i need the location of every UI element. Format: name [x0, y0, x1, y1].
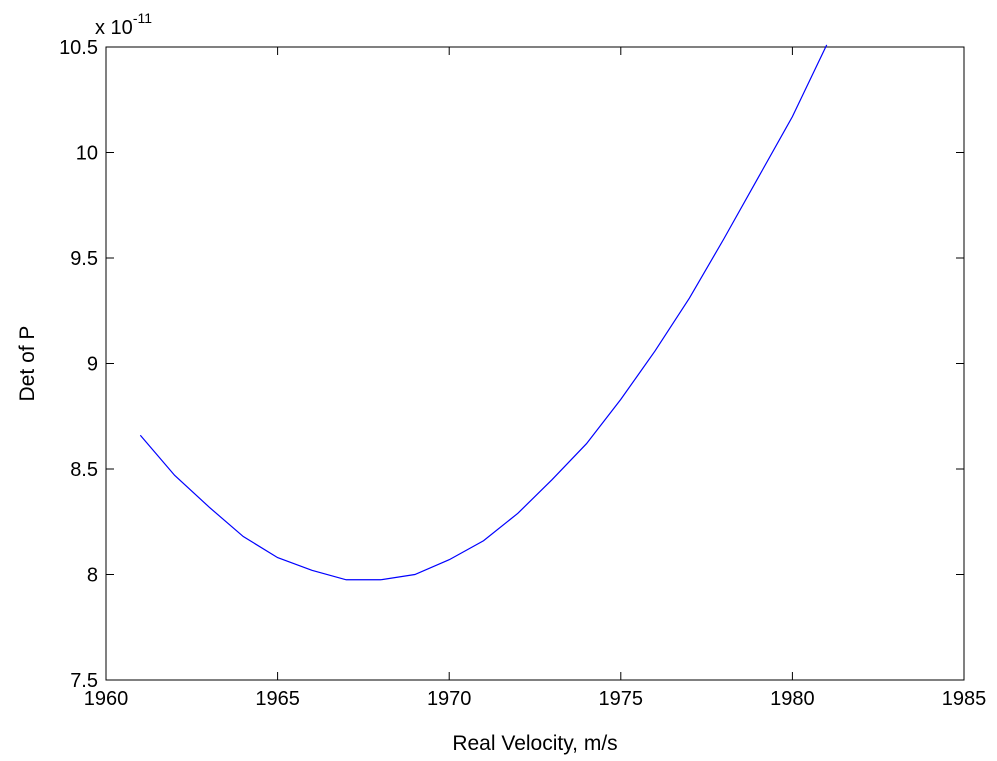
y-tick-label: 7.5: [70, 670, 98, 692]
y-axis-multiplier-base: x 10: [95, 17, 133, 39]
x-axis-label: Real Velocity, m/s: [452, 732, 617, 755]
x-tick-label: 1980: [770, 688, 815, 710]
y-tick-label: 10: [76, 143, 98, 165]
x-tick-label: 1960: [84, 688, 129, 710]
y-axis-ticks: 7.5 8 8.5 9 9.5 10 10.5: [59, 37, 964, 692]
x-tick-label: 1985: [942, 688, 987, 710]
y-axis-multiplier-exponent: -11: [133, 10, 152, 26]
x-tick-label: 1965: [255, 688, 300, 710]
x-tick-label: 1970: [427, 688, 472, 710]
series-layer: [139, 44, 828, 581]
y-tick-label: 8.5: [70, 459, 98, 481]
series-line-0: [139, 44, 828, 581]
y-tick-label: 9.5: [70, 248, 98, 270]
plot-area: [105, 46, 965, 681]
y-axis-label: Det of P: [16, 326, 39, 402]
y-tick-label: 9: [87, 354, 98, 376]
x-tick-label: 1975: [599, 688, 644, 710]
y-tick-label: 8: [87, 565, 98, 587]
y-tick-label: 10.5: [59, 37, 98, 59]
y-axis-multiplier: x 10-11: [95, 10, 152, 39]
x-axis-ticks: 1960 1965 1970 1975 1980 1985: [84, 47, 987, 710]
